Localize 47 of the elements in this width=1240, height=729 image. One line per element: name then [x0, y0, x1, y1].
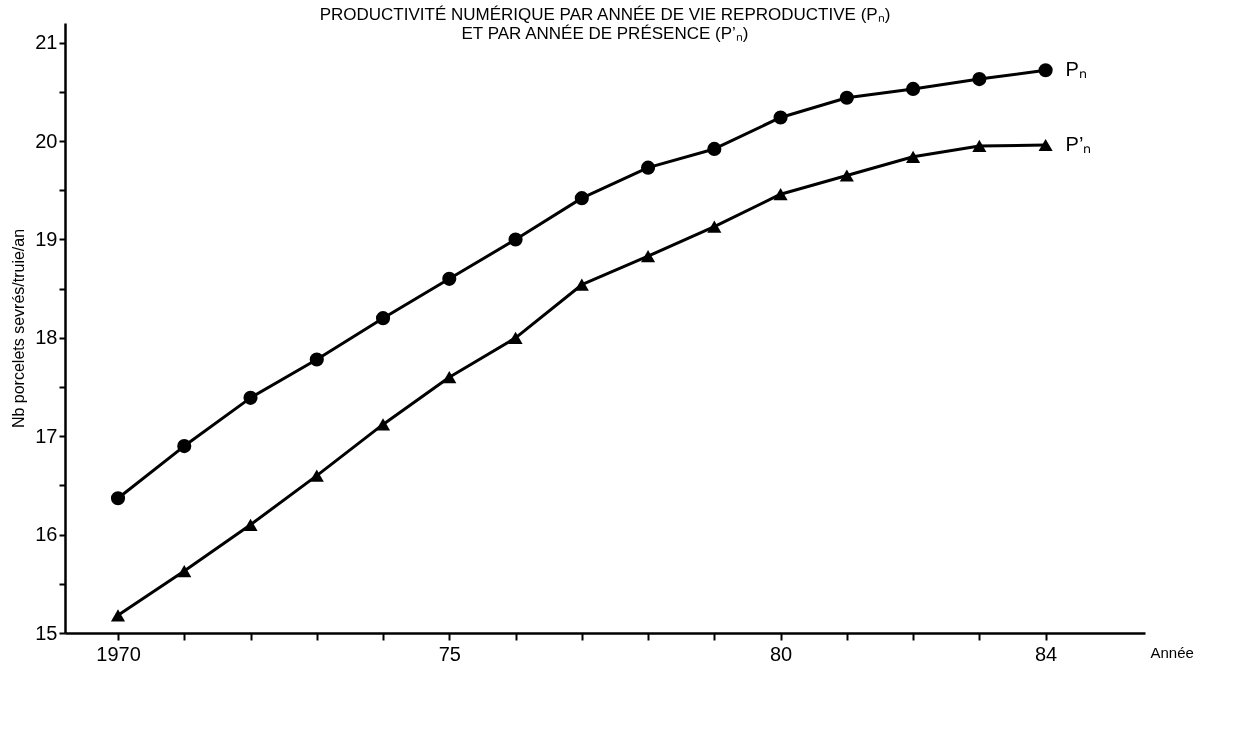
- chart-subtitle: ET PAR ANNÉE DE PRÉSENCE (P’ₙ): [461, 24, 749, 43]
- series-label: P’ₙ: [1065, 133, 1092, 155]
- series-label: Pₙ: [1065, 58, 1087, 81]
- point: [972, 139, 987, 153]
- y-tick-label: 16: [35, 523, 58, 546]
- point: [839, 90, 854, 105]
- point: [508, 331, 523, 344]
- point: [641, 250, 656, 263]
- point: [906, 81, 921, 96]
- point: [110, 609, 126, 622]
- point: [110, 491, 126, 506]
- point: [375, 418, 391, 431]
- point: [1038, 63, 1053, 78]
- point: [1038, 138, 1053, 152]
- point: [773, 188, 788, 201]
- x-axis-title: Année: [1150, 643, 1194, 661]
- point: [574, 278, 589, 291]
- point: [177, 439, 192, 454]
- y-tick-label: 17: [35, 424, 58, 447]
- point: [707, 141, 722, 156]
- y-tick-label: 18: [35, 326, 58, 349]
- y-tick-label: 21: [35, 31, 58, 54]
- x-tick-label: 80: [769, 642, 793, 665]
- point: [442, 271, 457, 286]
- point: [442, 371, 457, 384]
- y-axis-title: Nb porcelets sevrés/truie/an: [10, 228, 28, 429]
- point: [707, 220, 722, 233]
- point: [243, 518, 258, 531]
- y-tick-label: 19: [35, 227, 58, 250]
- x-tick-label: 84: [1034, 642, 1058, 665]
- point: [375, 311, 391, 326]
- x-tick-label: 75: [438, 642, 461, 665]
- point: [839, 169, 854, 182]
- point: [906, 150, 921, 163]
- point: [309, 469, 324, 482]
- point: [972, 72, 987, 87]
- point: [309, 352, 324, 367]
- y-tick-label: 15: [35, 621, 58, 644]
- point: [574, 191, 589, 206]
- chart-title: PRODUCTIVITÉ NUMÉRIQUE PAR ANNÉE DE VIE REPRODUCTIVE (Pₙ): [319, 5, 891, 24]
- point: [177, 564, 192, 578]
- point: [243, 390, 258, 405]
- point: [508, 232, 523, 247]
- x-tick-label: 1970: [96, 642, 141, 665]
- y-tick-label: 20: [35, 129, 58, 152]
- point: [641, 160, 656, 175]
- point: [773, 110, 788, 125]
